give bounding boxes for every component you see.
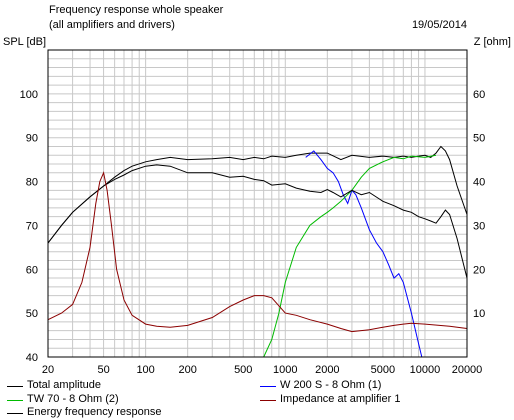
y-tick-label: 90 [26, 133, 38, 145]
series-line [47, 171, 468, 333]
chart-subtitle: (all amplifiers and drivers) [49, 19, 175, 31]
x-tick-label: 2000 [315, 364, 339, 376]
legend-swatch [260, 400, 276, 401]
y2-axis-label: Z [ohm] [473, 36, 511, 48]
tick-labels: 20 50 100 200 500 1000 2000 5000 10000 20000 40 50 6… [20, 89, 486, 376]
legend-swatch [7, 413, 23, 414]
series-layer [47, 145, 468, 358]
legend-swatch [7, 400, 23, 401]
y-tick-label: 40 [26, 352, 38, 364]
chart-date: 19/05/2014 [411, 19, 467, 31]
y2-tick-label: 20 [473, 264, 485, 276]
x-tick-label: 5000 [371, 364, 395, 376]
chart-title: Frequency response whole speaker [49, 4, 224, 16]
y-tick-label: 50 [26, 308, 38, 320]
y-tick-label: 100 [20, 89, 38, 101]
x-tick-label: 1000 [273, 364, 297, 376]
legend-label: TW 70 - 8 Ohm (2) [27, 393, 119, 405]
x-tick-label: 20 [42, 364, 54, 376]
legend-swatch [7, 386, 23, 387]
plot-frame [47, 49, 468, 358]
x-tick-label: 100 [136, 364, 154, 376]
legend-swatch [260, 386, 276, 387]
y-tick-label: 60 [26, 264, 38, 276]
legend-label: Total amplitude [27, 379, 101, 391]
series-line [47, 164, 468, 279]
series-line [305, 150, 423, 358]
legend-label: Energy frequency response [27, 406, 162, 418]
y2-tick-label: 60 [473, 89, 485, 101]
x-tick-label: 500 [234, 364, 252, 376]
x-tick-label: 10000 [410, 364, 441, 376]
y2-tick-label: 50 [473, 133, 485, 145]
y-axis-label: SPL [dB] [3, 36, 47, 48]
series-line [47, 145, 468, 244]
y-tick-label: 70 [26, 220, 38, 232]
x-tick-label: 200 [178, 364, 196, 376]
grid [47, 50, 468, 357]
y2-tick-label: 30 [473, 220, 485, 232]
x-tick-label: 20000 [452, 364, 483, 376]
legend-label: Impedance at amplifier 1 [280, 393, 401, 405]
x-tick-label: 50 [97, 364, 109, 376]
y-tick-label: 80 [26, 177, 38, 189]
y2-tick-label: 40 [473, 177, 485, 189]
legend-label: W 200 S - 8 Ohm (1) [280, 379, 382, 391]
series-line [48, 154, 437, 358]
y2-tick-label: 10 [473, 308, 485, 320]
